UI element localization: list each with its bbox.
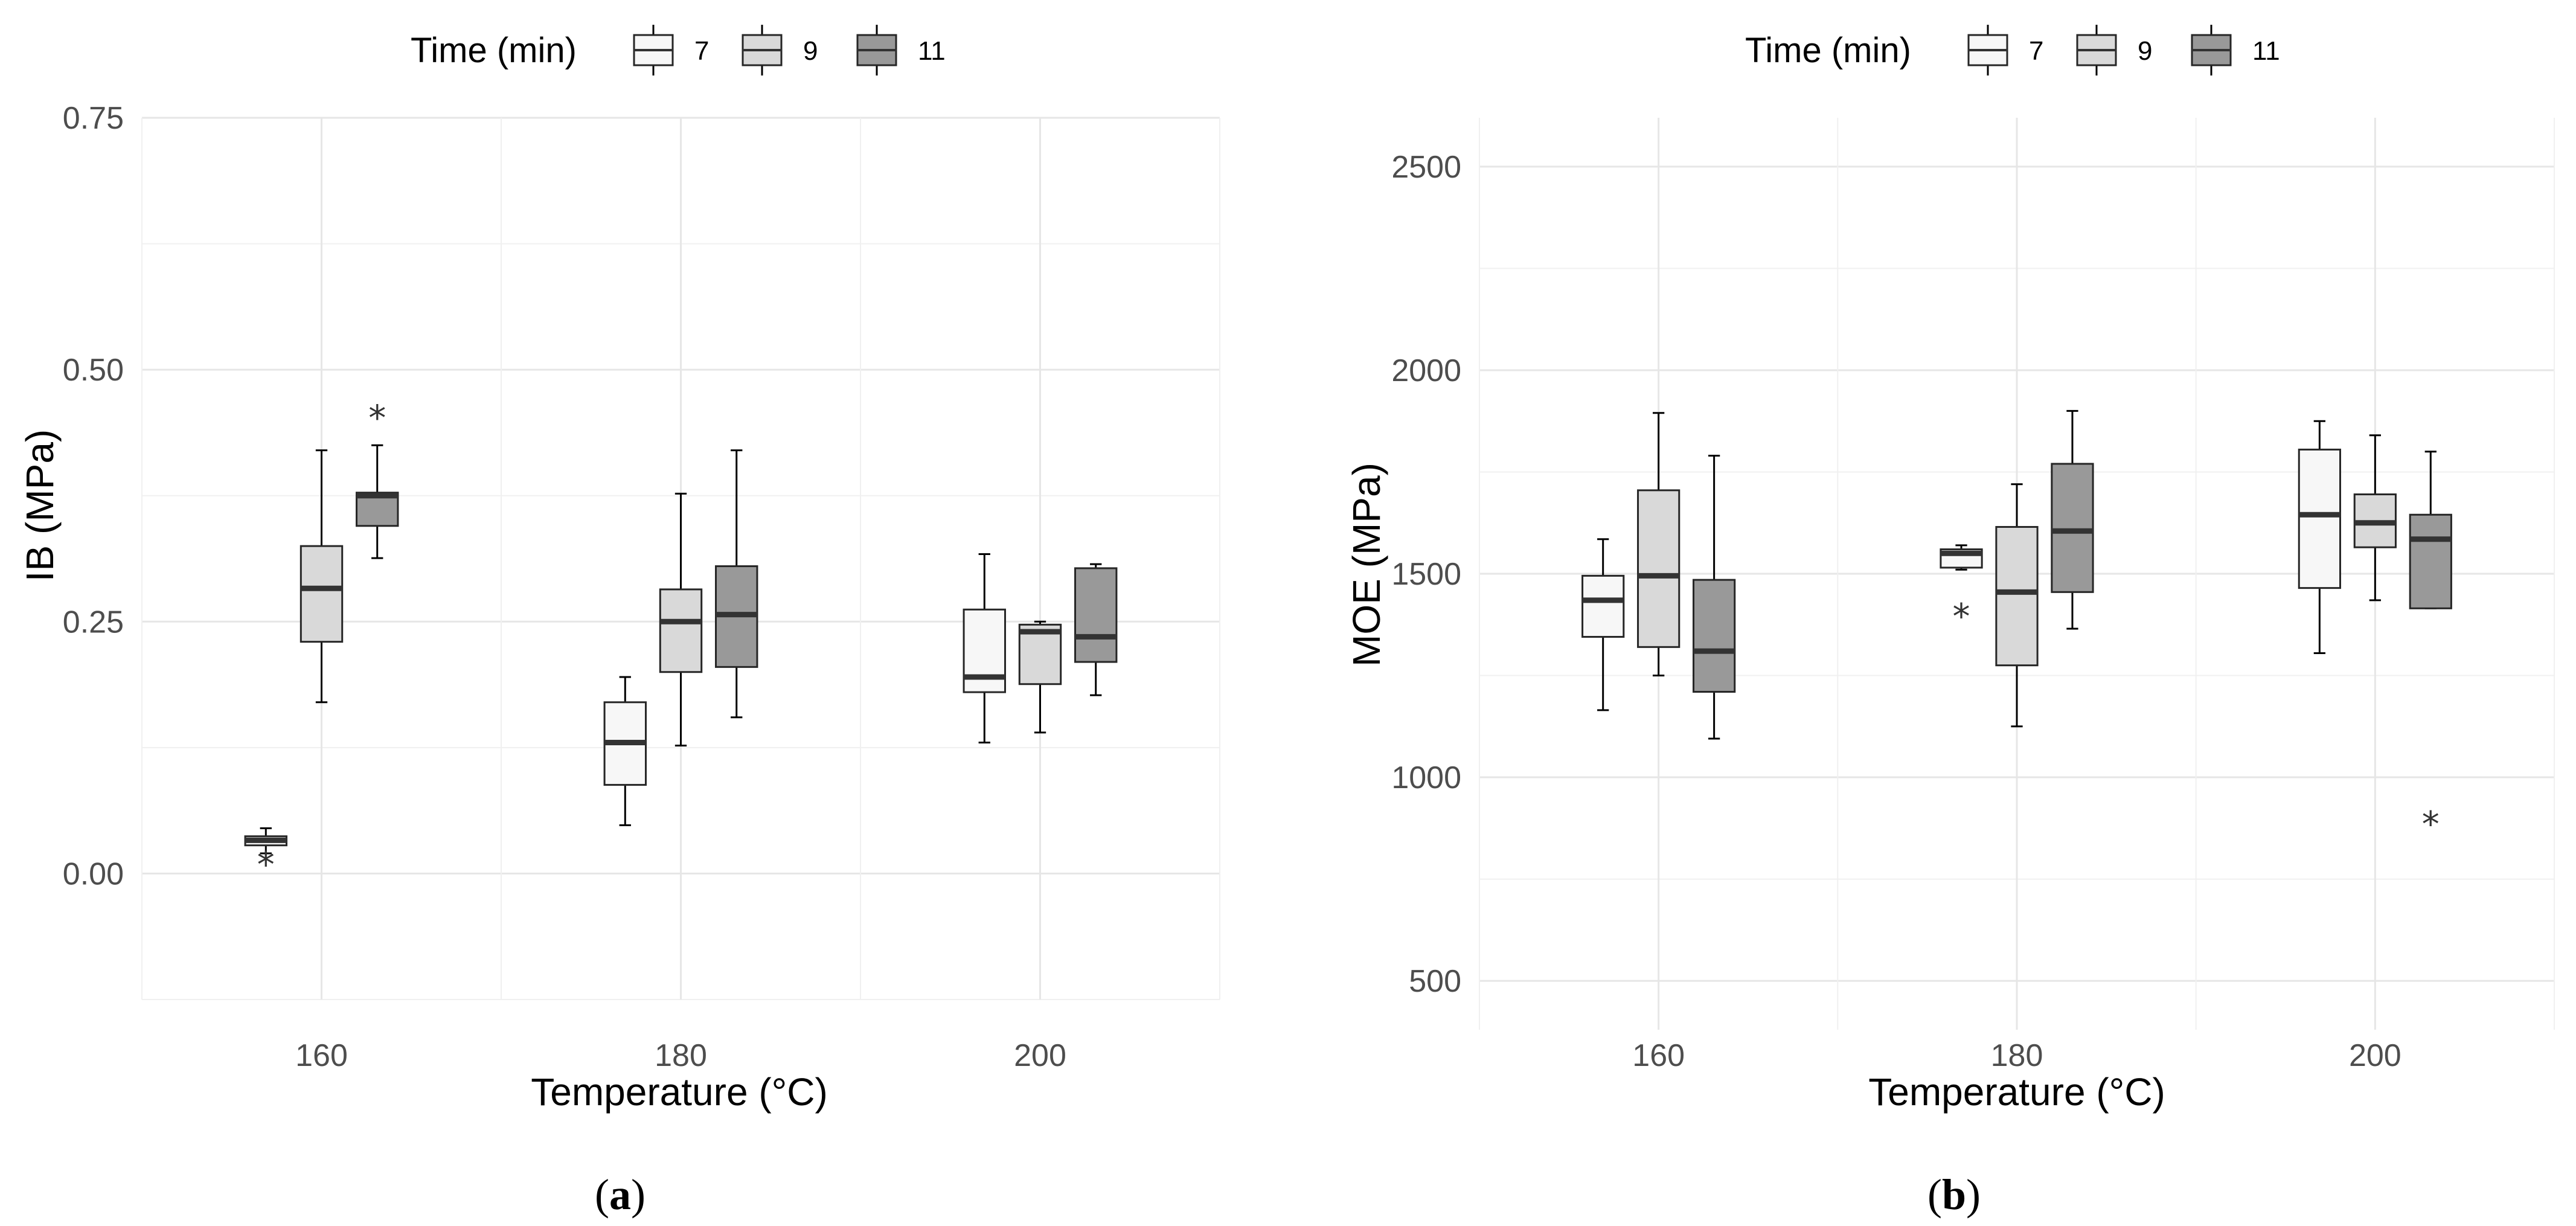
y-tick-label: 0.50 [63,353,124,388]
panel-b-boxplots: ** [1581,409,2452,844]
panel-a-caption: (a) [595,1170,646,1219]
panel-a-legend-keys: 7 9 11 [633,25,946,75]
y-tick-label: 2000 [1391,353,1461,388]
box [1637,489,1680,648]
x-tick-label: 160 [1632,1038,1685,1073]
legend-label: 9 [2138,36,2152,66]
y-tick-label: 2500 [1391,150,1461,185]
outlier-point: * [1953,596,1970,637]
legend-key-9: 9 [2076,25,2152,75]
panel-a-y-axis-title: IB (MPa) [18,429,62,582]
box [1018,623,1062,685]
box [1995,525,2039,667]
boxplot-200-9min [1018,620,1062,734]
box [963,608,1006,693]
panel-b-x-axis-title: Temperature (°C) [1868,1070,2165,1114]
legend-label: 9 [803,36,818,66]
panel-b-x-ticks: 160 180 200 [1632,1038,2401,1073]
boxplot-200-7min [963,553,1006,744]
x-tick-label: 180 [1991,1038,2043,1073]
box [1074,567,1118,663]
x-tick-label: 200 [1014,1038,1066,1073]
outlier-point: * [2422,803,2440,844]
boxplot-160-9min [1637,412,1680,677]
panel-a-x-axis-title: Temperature (°C) [531,1070,828,1114]
panel-a-y-ticks: 0.00 0.25 0.50 0.75 [63,101,124,891]
legend-key-7: 7 [1967,25,2043,75]
boxplot-160-7min: * [244,827,287,885]
panel-b-legend-title: Time (min) [1745,31,1911,70]
boxplot-160-9min [300,449,344,704]
legend-label: 11 [918,36,946,66]
panel-a-legend: Time (min) 7 9 11 [411,25,946,75]
boxplot-160-7min [1581,538,1625,711]
boxplot-200-11min: * [2409,451,2452,844]
y-tick-label: 0.75 [63,101,124,136]
x-tick-label: 160 [295,1038,348,1073]
outlier-point: * [368,397,386,438]
boxplot-180-9min [659,492,703,747]
y-tick-label: 500 [1409,964,1461,999]
box [659,588,703,673]
legend-label: 7 [2029,36,2043,66]
legend-key-9: 9 [742,25,818,75]
boxplot-160-11min: * [356,397,399,559]
legend-key-7: 7 [633,25,709,75]
panel-a-legend-title: Time (min) [411,31,577,70]
box [2298,448,2341,589]
box [2409,513,2452,609]
x-tick-label: 180 [655,1038,707,1073]
box [2051,463,2094,593]
y-tick-label: 1500 [1391,557,1461,592]
legend-label: 7 [694,36,709,66]
panel-b-caption: (b) [1927,1170,1981,1219]
box [1581,574,1625,638]
box [300,545,344,643]
box [1693,579,1736,693]
panel-b-y-axis-title: MOE (MPa) [1345,463,1388,667]
legend-key-11: 11 [856,25,946,75]
panel-b-legend-keys: 7 9 11 [1967,25,2280,75]
x-tick-label: 200 [2349,1038,2401,1073]
y-tick-label: 0.00 [63,856,124,891]
y-tick-label: 1000 [1391,760,1461,795]
boxplot-200-9min [2353,434,2397,602]
boxplot-180-7min: * [1940,544,1983,637]
boxplot-180-9min [1995,483,2039,728]
panel-a-boxplots: ** [244,397,1118,885]
panel-b-legend: Time (min) 7 9 11 [1745,25,2280,75]
boxplot-180-11min [715,449,758,719]
panel-b-y-ticks: 500 1000 1500 2000 2500 [1391,150,1461,999]
boxplot-160-11min [1693,455,1736,740]
panel-a: ** 0.000.250.500.75 160 180 200 Time (min)… [18,25,1220,1219]
outlier-point: * [257,844,275,885]
legend-label: 11 [2252,36,2280,66]
boxplot-180-11min [2051,409,2094,630]
boxplot-200-7min [2298,420,2341,654]
panel-a-x-ticks: 160 180 200 [295,1038,1066,1073]
legend-key-11: 11 [2191,25,2280,75]
y-tick-label: 0.25 [63,605,124,640]
boxplot-180-7min [603,676,647,826]
boxplot-200-11min [1074,563,1118,696]
